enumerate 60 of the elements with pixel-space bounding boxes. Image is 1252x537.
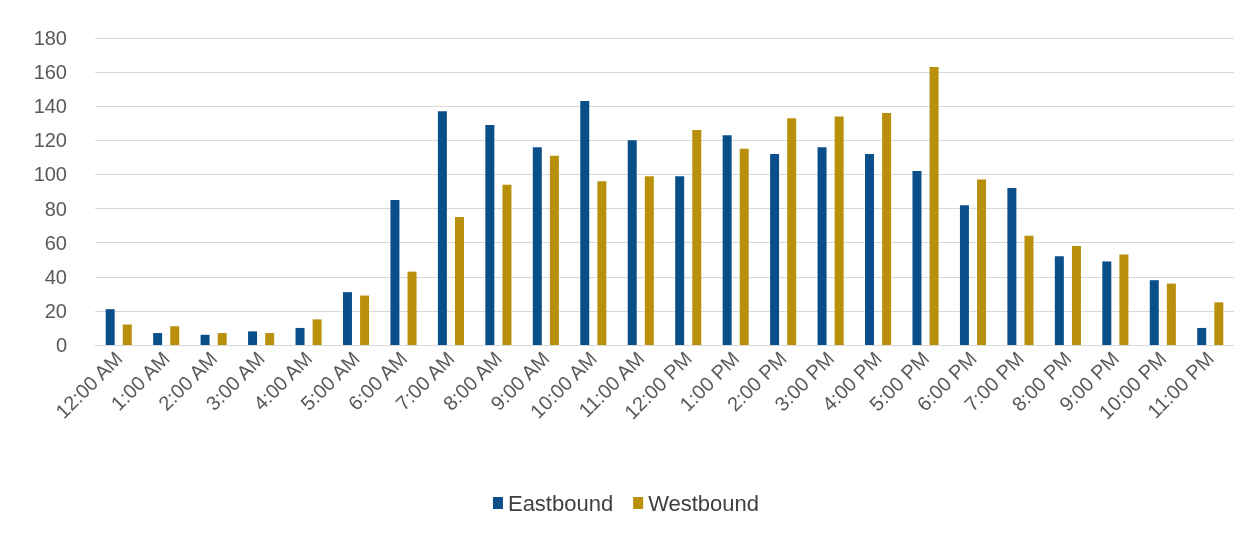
bar: [1119, 254, 1129, 345]
bar: [739, 148, 749, 345]
bar: [485, 124, 495, 345]
y-tick-label: 160: [33, 61, 67, 84]
bar: [170, 326, 180, 345]
bar: [532, 147, 542, 345]
y-tick-label: 40: [44, 265, 67, 288]
bar: [1071, 246, 1081, 345]
bar: [912, 171, 922, 345]
bar: [153, 333, 163, 345]
bar: [722, 135, 732, 345]
y-tick-label: 80: [44, 197, 67, 220]
y-tick-label: 180: [33, 27, 67, 49]
y-tick-label: 60: [44, 231, 67, 254]
bar: [644, 176, 654, 345]
bar: [1024, 235, 1034, 345]
y-tick-label: 120: [33, 129, 67, 152]
bar: [882, 113, 892, 345]
bar: [1214, 302, 1224, 345]
bar: [105, 309, 115, 345]
bar: [597, 181, 607, 345]
bar: [200, 334, 210, 345]
bar: [360, 295, 370, 345]
bar: [407, 271, 417, 345]
bar: [1166, 283, 1176, 345]
bar: [834, 116, 844, 345]
y-tick-label: 100: [33, 163, 67, 186]
bar: [580, 101, 590, 345]
bar: [502, 184, 512, 345]
bar: [692, 130, 702, 345]
bar: [1197, 327, 1207, 345]
bar: [959, 205, 969, 345]
bar: [977, 179, 987, 345]
bar: [390, 200, 400, 345]
bar: [295, 327, 305, 345]
bar: [437, 111, 447, 345]
legend-label: Westbound: [648, 490, 760, 516]
bar: [1007, 188, 1017, 345]
bar: [342, 292, 352, 345]
bar: [675, 176, 685, 345]
bar: [1102, 261, 1112, 345]
bar: [549, 155, 559, 345]
bar: [122, 324, 132, 345]
bar: [929, 66, 939, 345]
bar: [1054, 256, 1064, 345]
bar: [627, 140, 637, 345]
bar: [770, 153, 780, 345]
bar: [865, 153, 875, 345]
bar: [312, 319, 322, 345]
bar: [1149, 280, 1159, 345]
bar: [787, 118, 797, 345]
y-tick-label: 0: [55, 334, 67, 356]
y-tick-label: 140: [33, 95, 67, 118]
bar: [265, 333, 275, 345]
bar: [248, 331, 258, 345]
bar: [217, 333, 227, 345]
bar: [817, 147, 827, 345]
legend-label: Eastbound: [507, 490, 614, 516]
y-tick-label: 20: [44, 299, 67, 322]
bar: [454, 217, 464, 345]
